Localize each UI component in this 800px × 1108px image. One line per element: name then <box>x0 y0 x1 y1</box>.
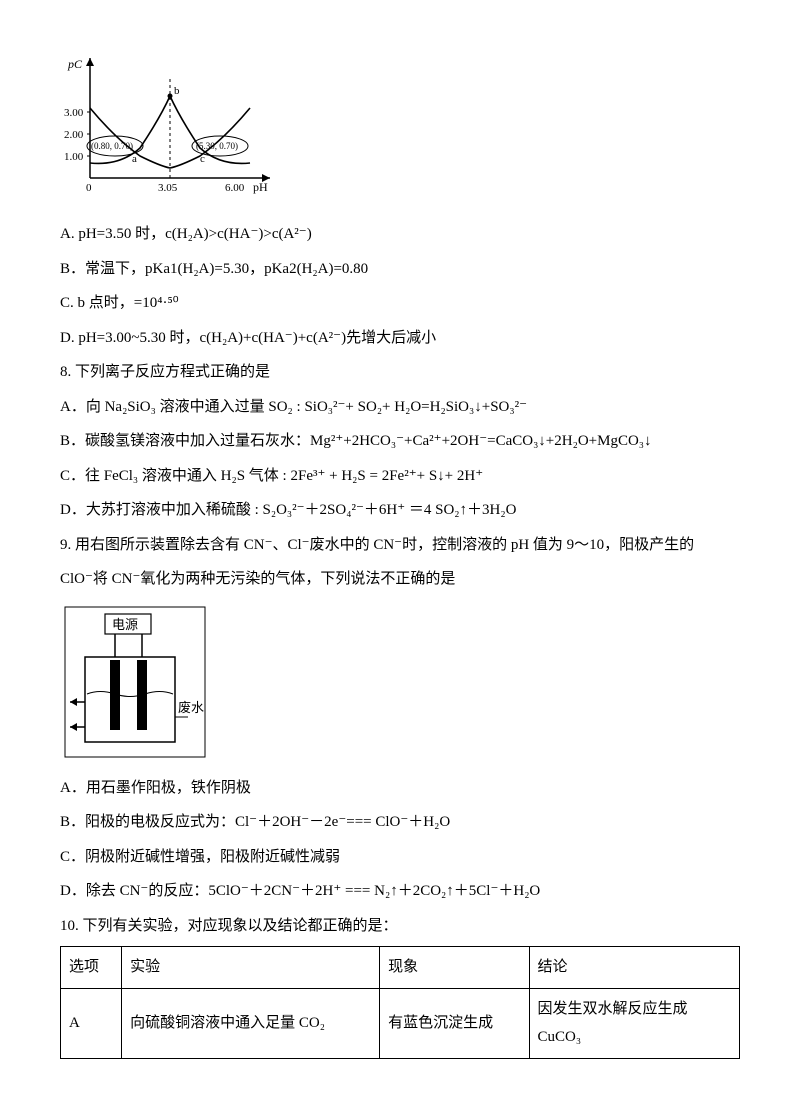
point-a: a <box>132 153 137 165</box>
q8-option-a: A．向 Na₂SiO₃ 溶液中通入过量 SO₂ : SiO₃²⁻+ SO₂+ H… <box>60 393 740 422</box>
cell-exp-a: 向硫酸铜溶液中通入足量 CO₂ <box>122 988 380 1058</box>
q7-option-a: A. pH=3.50 时，c(H₂A)>c(HA⁻)>c(A²⁻) <box>60 220 740 249</box>
ytick-2: 2.00 <box>64 129 84 141</box>
power-label: 电源 <box>112 617 138 632</box>
th-experiment: 实验 <box>122 947 380 989</box>
waste-label: 废水 <box>178 700 204 715</box>
q7-option-b: B．常温下，pKa1(H₂A)=5.30，pKa2(H₂A)=0.80 <box>60 255 740 284</box>
table-row: A 向硫酸铜溶液中通入足量 CO₂ 有蓝色沉淀生成 因发生双水解反应生成 CuC… <box>61 988 740 1058</box>
th-conclusion: 结论 <box>529 947 740 989</box>
cell-conc-a: 因发生双水解反应生成 CuCO₃ <box>529 988 740 1058</box>
q10-stem: 10. 下列有关实验，对应现象以及结论都正确的是： <box>60 912 740 941</box>
q9-option-b: B．阳极的电极反应式为：Cl⁻＋2OH⁻－2e⁻=== ClO⁻＋H₂O <box>60 808 740 837</box>
q9-option-c: C．阴极附近碱性增强，阳极附近碱性减弱 <box>60 843 740 872</box>
point-a-label: (0.80, 0.70) <box>91 141 133 151</box>
q8-option-b: B．碳酸氢镁溶液中加入过量石灰水：Mg²⁺+2HCO₃⁻+Ca²⁺+2OH⁻=C… <box>60 427 740 456</box>
ylabel: pC <box>67 57 83 71</box>
cell-opt-a: A <box>61 988 122 1058</box>
ytick-1: 1.00 <box>64 151 84 163</box>
th-phenomenon: 现象 <box>380 947 529 989</box>
q7-option-c: C. b 点时，=10⁴·⁵⁰ <box>60 289 740 318</box>
q8-option-d: D．大苏打溶液中加入稀硫酸 : S₂O₃²⁻＋2SO₄²⁻＋6H⁺ ＝4 SO₂… <box>60 496 740 525</box>
th-option: 选项 <box>61 947 122 989</box>
xtick-305: 3.05 <box>158 182 178 194</box>
xlabel: pH <box>253 180 268 194</box>
q9-stem-line2: ClO⁻将 CN⁻氧化为两种无污染的气体，下列说法不正确的是 <box>60 565 740 594</box>
xtick-0: 0 <box>86 182 92 194</box>
q9-option-a: A．用石墨作阳极，铁作阴极 <box>60 774 740 803</box>
table-header-row: 选项 实验 现象 结论 <box>61 947 740 989</box>
q9-option-d: D．除去 CN⁻的反应：5ClO⁻＋2CN⁻＋2H⁺ === N₂↑＋2CO₂↑… <box>60 877 740 906</box>
point-c: c <box>200 153 205 165</box>
point-b: b <box>174 85 180 97</box>
cell-phen-a: 有蓝色沉淀生成 <box>380 988 529 1058</box>
q8-stem: 8. 下列离子反应方程式正确的是 <box>60 358 740 387</box>
q9-stem-line1: 9. 用右图所示装置除去含有 CN⁻、Cl⁻废水中的 CN⁻时，控制溶液的 pH… <box>60 531 740 560</box>
electrolysis-device: 电源 废水 <box>60 602 740 762</box>
q8-option-c: C．往 FeCl₃ 溶液中通入 H₂S 气体 : 2Fe³⁺ + H₂S = 2… <box>60 462 740 491</box>
q7-option-d: D. pH=3.00~5.30 时，c(H₂A)+c(HA⁻)+c(A²⁻)先增… <box>60 324 740 353</box>
experiment-table: 选项 实验 现象 结论 A 向硫酸铜溶液中通入足量 CO₂ 有蓝色沉淀生成 因发… <box>60 946 740 1059</box>
ytick-3: 3.00 <box>64 107 84 119</box>
xtick-6: 6.00 <box>225 182 245 194</box>
point-c-label: (5.30, 0.70) <box>196 141 238 151</box>
pc-ph-chart: 1.00 2.00 3.00 pC 0 3.05 6.00 pH b (0.80… <box>60 48 740 208</box>
